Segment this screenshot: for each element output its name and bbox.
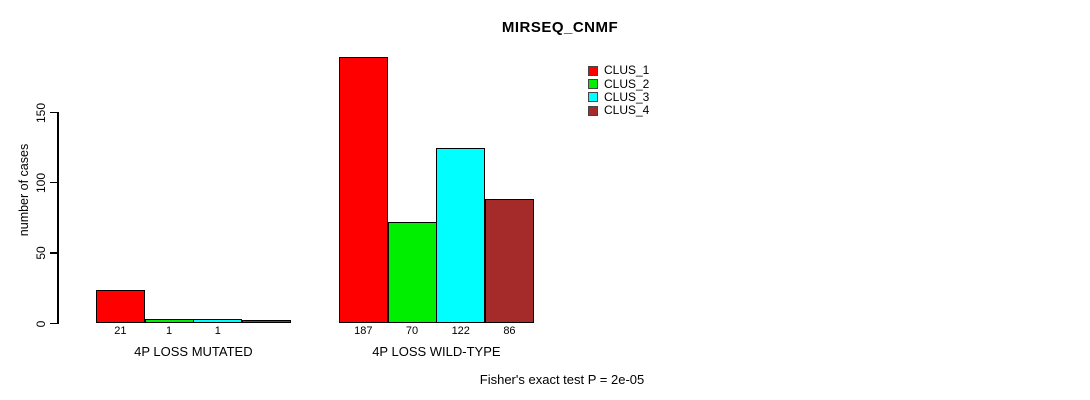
- bar-value-label: 21: [114, 325, 127, 337]
- group-axis-label: 4P LOSS WILD-TYPE: [372, 344, 501, 359]
- y-tick-label: 150: [34, 102, 48, 123]
- y-axis-line: [57, 111, 59, 324]
- bar-value-label: 1: [165, 325, 173, 337]
- bar-value-label: 122: [451, 325, 470, 337]
- y-tick: [50, 252, 57, 254]
- bar-value-label: 70: [405, 325, 419, 337]
- legend-item: CLUS_4: [588, 104, 649, 117]
- bar-value-label: 86: [503, 325, 516, 337]
- legend-label: CLUS_2: [604, 76, 650, 91]
- bar-clus_1: [96, 290, 145, 323]
- legend-label: CLUS_3: [604, 89, 650, 104]
- y-tick-label: 100: [34, 172, 48, 193]
- legend-swatch: [588, 92, 598, 103]
- legend-swatch: [588, 79, 598, 90]
- bar-value-label: 187: [354, 325, 373, 337]
- legend: CLUS_1 CLUS_2 CLUS_3 CLUS_4: [588, 64, 649, 118]
- group-axis-label: 4P LOSS MUTATED: [134, 344, 253, 359]
- legend-item: CLUS_3: [588, 89, 650, 104]
- y-axis-label: number of cases: [17, 143, 31, 237]
- chart-title: MIRSEQ_CNMF: [501, 19, 619, 36]
- legend-swatch: [588, 105, 598, 116]
- bar-clus_4: [485, 199, 534, 323]
- bar-clus_3: [436, 148, 485, 323]
- y-tick: [50, 111, 57, 113]
- legend-label: CLUS_4: [604, 103, 650, 118]
- legend-label: CLUS_1: [604, 63, 650, 78]
- legend-item: CLUS_2: [588, 77, 649, 90]
- bar-clus_2: [145, 319, 194, 323]
- bar-value-label: 1: [214, 325, 221, 337]
- bar-clus_3: [193, 319, 242, 323]
- y-tick: [50, 181, 57, 184]
- y-tick-label: 0: [34, 320, 48, 327]
- fisher-test-annotation: Fisher's exact test P = 2e-05: [479, 372, 645, 387]
- legend-swatch: [588, 65, 598, 76]
- y-tick-label: 50: [34, 246, 48, 260]
- bar-clus_1: [339, 57, 388, 323]
- legend-item: CLUS_1: [588, 64, 649, 77]
- y-tick: [50, 322, 57, 324]
- bar-clus_2: [388, 222, 437, 323]
- bar-clus_4: [242, 320, 291, 323]
